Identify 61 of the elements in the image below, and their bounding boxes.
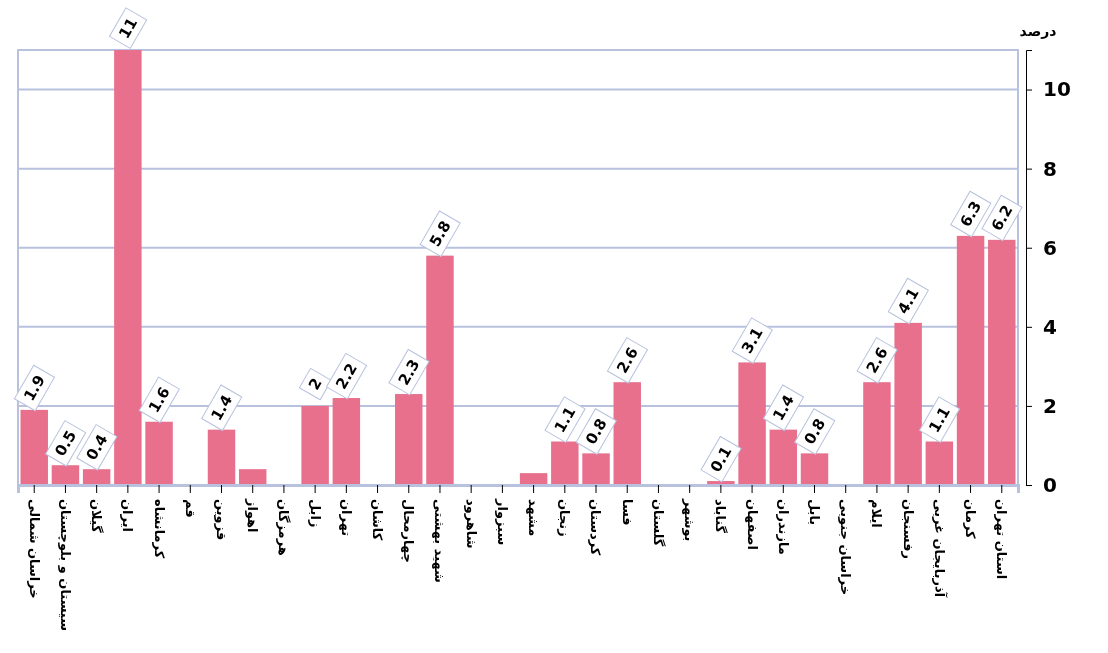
x-tick-label: چهارمحال: [401, 499, 417, 563]
x-tick-label: کرمان: [963, 499, 979, 540]
x-tick-label: گناباد: [713, 499, 729, 534]
y-tick-label: 4: [1043, 314, 1057, 339]
x-tick-label: زنجان: [557, 499, 573, 537]
y-tick-label: 6: [1043, 235, 1057, 260]
x-tick-label: شهید بهشتی: [432, 499, 448, 583]
x-tick-label: شاهرود: [463, 499, 479, 549]
x-tick-label: آذربایجان غربی: [931, 499, 948, 598]
x-tick-label: سیستان و بلوچستان: [57, 499, 73, 631]
x-tick-label: هرمزگان: [276, 499, 292, 556]
data-label: 0.1: [706, 443, 736, 476]
x-tick-label: قم: [182, 499, 198, 518]
data-label: 1.6: [144, 383, 174, 416]
data-label: 2.3: [394, 356, 424, 389]
x-tick-label: گیلان: [89, 499, 105, 534]
x-tick-label: خراسان جنوبی: [838, 499, 854, 596]
x-tick-label: بابل: [806, 499, 822, 526]
data-label: 1.1: [925, 403, 954, 436]
data-label: 1.4: [207, 391, 237, 424]
data-label: 2.2: [332, 360, 361, 393]
data-label: 2: [304, 375, 326, 394]
x-tick-label: زابل: [307, 499, 323, 528]
data-label: 0.5: [51, 427, 81, 460]
data-label: 1.4: [769, 391, 798, 424]
x-tick-label: استان تهران: [994, 499, 1010, 580]
y-axis-title: درصد: [1019, 23, 1057, 39]
x-tick-label: مشهد: [526, 499, 542, 537]
x-tick-label: اصفهان: [744, 499, 760, 550]
y-tick-label: 0: [1043, 472, 1057, 497]
x-tick-label: کرمانشاه: [151, 499, 167, 559]
x-tick-label: اهواز: [245, 498, 261, 533]
data-label: 0.8: [581, 415, 611, 448]
x-tick-label: کردستان: [588, 499, 604, 556]
x-tick-label: ایلام: [868, 499, 885, 528]
y-tick-label: 10: [1043, 77, 1071, 102]
x-tick-label: مازندران: [775, 499, 791, 555]
x-tick-label: خراسان شمالی: [26, 499, 42, 599]
data-label: 0.4: [82, 431, 112, 464]
data-label: 1.9: [20, 371, 49, 404]
bar: [238, 469, 267, 485]
x-tick-label: ایران: [120, 499, 136, 532]
data-label: 4.1: [893, 284, 923, 317]
data-label: 1.1: [550, 403, 580, 436]
x-tick-label: بوشهر: [682, 498, 698, 542]
data-label: 3.1: [737, 324, 767, 357]
y-tick-label: 2: [1043, 393, 1057, 418]
x-tick-label: تهران: [338, 499, 354, 537]
data-label: 6.3: [956, 197, 986, 230]
x-tick-label: سبزوار: [494, 498, 510, 546]
x-tick-label: کاشان: [370, 499, 385, 541]
data-label: 11: [115, 14, 142, 42]
x-tick-label: فسا: [619, 499, 635, 526]
x-tick-label: رفسنجان: [900, 499, 916, 559]
x-tick-label: قزوین: [213, 499, 229, 541]
x-tick-label: گلستان: [650, 499, 666, 547]
bar: [301, 405, 329, 485]
data-label: 0.8: [800, 415, 830, 448]
y-tick-label: 8: [1043, 156, 1057, 181]
data-label: 6.2: [987, 201, 1017, 234]
bar: [519, 473, 548, 485]
